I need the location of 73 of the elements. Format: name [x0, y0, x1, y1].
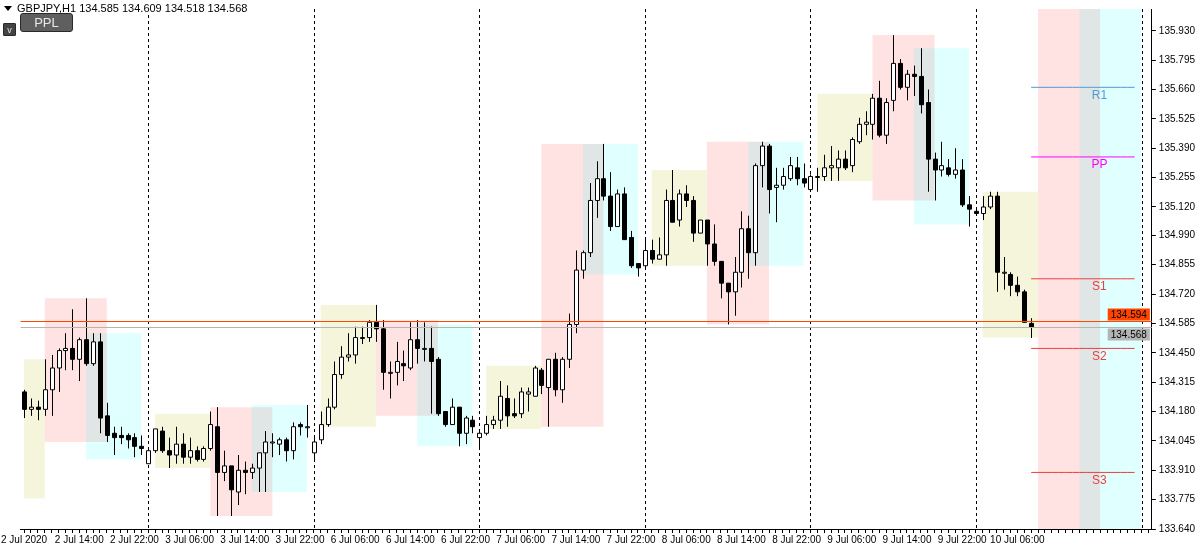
candlestick [215, 406, 220, 517]
candlestick [346, 332, 351, 362]
y-tick-label: 134.855 [1158, 258, 1196, 270]
y-tick-label: 133.775 [1158, 493, 1196, 505]
candlestick [222, 450, 227, 482]
candlestick [967, 195, 972, 228]
x-tick-label: 8 Jul 14:00 [716, 533, 767, 545]
y-tick-label: 134.990 [1158, 229, 1196, 241]
x-tick-label: 10 Jul 06:00 [990, 533, 1046, 545]
candlestick [43, 358, 48, 417]
candlestick [208, 411, 213, 452]
y-tick-label: 134.315 [1158, 375, 1196, 387]
text: v [3, 23, 16, 36]
candlestick [484, 415, 489, 436]
x-tick-label: 8 Jul 22:00 [772, 533, 822, 545]
y-tick-label: 135.660 [1158, 83, 1196, 95]
x-tick-label: 6 Jul 06:00 [330, 533, 381, 545]
y-tick-label: 134.720 [1158, 287, 1196, 299]
candlestick [98, 332, 103, 434]
candlestick [167, 437, 172, 469]
series-label: PP [1091, 157, 1108, 172]
x-tick-label: 2 Jul 22:00 [109, 533, 160, 545]
candlestick [650, 239, 655, 265]
x-tick-label: 2 Jul 14:00 [54, 533, 105, 545]
candlestick [581, 250, 586, 280]
y-tick-label: 134.450 [1158, 346, 1196, 358]
series-label: S1 [1092, 279, 1108, 294]
chart-title: GBPJPY,H1 134.585 134.609 134.518 134.568 [17, 2, 248, 15]
x-tick-label: 7 Jul 22:00 [606, 533, 656, 545]
candlestick [926, 89, 931, 193]
y-tick-label: 135.525 [1158, 112, 1196, 124]
candlestick [657, 236, 662, 260]
y-tick-label: 134.585 [1158, 317, 1196, 329]
y-tick-label: 135.390 [1158, 142, 1196, 153]
annotation: PPL [20, 13, 73, 32]
candlestick [1022, 289, 1027, 323]
y-tick-label: 135.120 [1158, 200, 1196, 212]
x-tick-label: 9 Jul 22:00 [937, 533, 988, 545]
candlestick [684, 184, 689, 208]
y-tick-label: 135.930 [1158, 24, 1196, 36]
x-tick-label: 2 Jul 2020 [1, 533, 48, 545]
candlestick [188, 437, 193, 465]
series-label: S2 [1092, 348, 1108, 363]
ref-line-label: 134.594 [1110, 308, 1148, 320]
series-label: R1 [1091, 87, 1108, 102]
y-tick-label: 133.910 [1158, 464, 1196, 476]
candlestick [22, 389, 27, 419]
x-tick-label: 9 Jul 06:00 [827, 533, 877, 545]
x-tick-label: 6 Jul 22:00 [441, 533, 491, 545]
y-tick-label: 135.255 [1158, 171, 1196, 183]
candlestick [381, 319, 386, 391]
candlestick [677, 189, 682, 228]
series-label: S3 [1092, 472, 1108, 487]
candlestick [105, 402, 110, 443]
x-tick-label: 9 Jul 14:00 [882, 533, 932, 545]
candlestick [415, 319, 420, 365]
candlestick [884, 97, 889, 145]
x-tick-label: 3 Jul 14:00 [220, 533, 270, 545]
x-tick-label: 6 Jul 14:00 [385, 533, 436, 545]
ref-line-label: 134.568 [1110, 328, 1148, 340]
y-tick-label: 135.795 [1158, 53, 1196, 65]
candlestick [526, 387, 531, 413]
x-tick-label: 3 Jul 22:00 [275, 533, 325, 545]
y-tick-label: 134.045 [1158, 434, 1196, 446]
candlestick [781, 167, 786, 191]
y-tick-label: 133.640 [1158, 522, 1196, 534]
x-tick-label: 7 Jul 14:00 [551, 533, 601, 545]
x-tick-label: 7 Jul 06:00 [496, 533, 546, 545]
x-tick-label: 3 Jul 06:00 [165, 533, 215, 545]
candlestick [567, 313, 572, 369]
y-tick-label: 134.180 [1158, 405, 1196, 417]
candlestick [77, 337, 82, 382]
x-tick-label: 8 Jul 06:00 [661, 533, 712, 545]
